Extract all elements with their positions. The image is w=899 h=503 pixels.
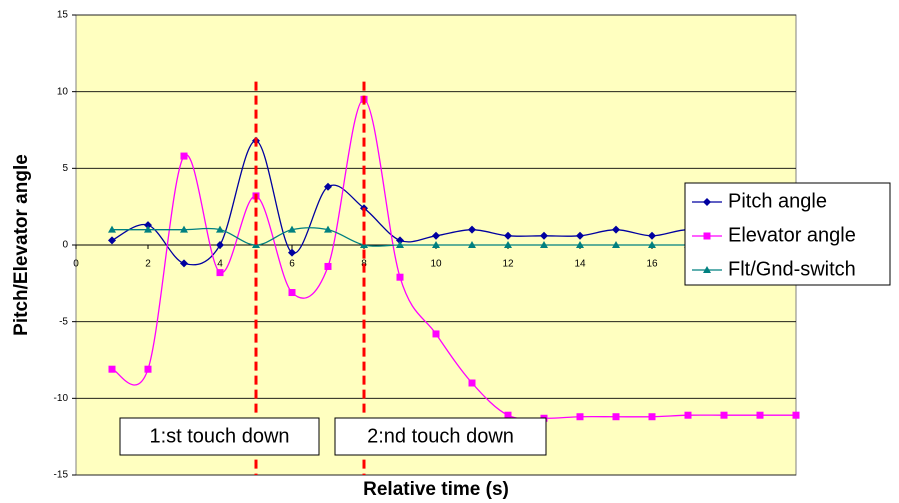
marker [144, 221, 152, 230]
x-tick-label: 0 [73, 259, 79, 270]
marker [703, 198, 711, 206]
marker [540, 241, 548, 248]
marker [576, 231, 584, 240]
x-tick-label: 16 [646, 259, 658, 270]
marker [108, 225, 116, 233]
marker [612, 241, 620, 248]
marker [180, 259, 188, 268]
marker [396, 236, 404, 245]
marker [324, 182, 332, 191]
marker [432, 241, 440, 248]
marker [288, 225, 296, 233]
x-tick-label: 10 [430, 259, 442, 270]
marker [396, 273, 404, 281]
annotation-box [334, 417, 547, 456]
marker [612, 225, 620, 234]
marker [216, 269, 224, 277]
marker [396, 241, 404, 248]
marker [648, 413, 656, 421]
marker [144, 225, 152, 233]
marker [180, 225, 188, 233]
x-axis-title: Relative time (s) [363, 479, 509, 500]
marker [756, 411, 764, 419]
marker [703, 266, 711, 273]
x-tick-label: 2 [145, 259, 151, 270]
annotation-box [119, 417, 320, 456]
marker [648, 231, 656, 240]
marker [504, 241, 512, 248]
marker [540, 231, 548, 240]
y-tick-label: 15 [57, 10, 69, 21]
y-tick-label: -15 [54, 470, 69, 481]
marker [468, 241, 476, 248]
legend-label: Pitch angle [728, 190, 827, 212]
marker [108, 365, 116, 373]
y-axis-title: Pitch/Elevator angle [11, 154, 32, 336]
annotation-text: 2:nd touch down [367, 425, 514, 447]
marker [324, 225, 332, 233]
marker [468, 379, 476, 387]
marker [432, 231, 440, 240]
legend-box [684, 182, 891, 286]
marker [108, 236, 116, 245]
marker [703, 232, 711, 240]
x-tick-label: 12 [502, 259, 514, 270]
x-tick-label: 6 [289, 259, 295, 270]
marker [504, 231, 512, 240]
marker [216, 225, 224, 233]
marker [288, 289, 296, 297]
y-tick-label: -5 [59, 316, 68, 327]
marker [720, 411, 728, 419]
y-tick-label: 0 [62, 240, 68, 251]
marker [648, 241, 656, 248]
marker [216, 241, 224, 249]
marker [180, 152, 188, 160]
marker [468, 225, 476, 234]
x-tick-label: 14 [574, 259, 586, 270]
y-tick-label: 5 [62, 163, 68, 174]
marker [792, 411, 800, 419]
marker [504, 411, 512, 419]
legend-label: Flt/Gnd-switch [728, 258, 856, 280]
marker [432, 330, 440, 338]
marker [576, 413, 584, 421]
legend-label: Elevator angle [728, 224, 856, 246]
marker [288, 248, 296, 257]
x-tick-label: 4 [217, 259, 223, 270]
y-tick-label: 10 [57, 86, 69, 97]
marker [612, 413, 620, 421]
marker [576, 241, 584, 248]
marker [684, 411, 692, 419]
marker [144, 365, 152, 373]
y-tick-label: -10 [54, 393, 69, 404]
marker [324, 262, 332, 270]
annotation-text: 1:st touch down [149, 425, 289, 447]
